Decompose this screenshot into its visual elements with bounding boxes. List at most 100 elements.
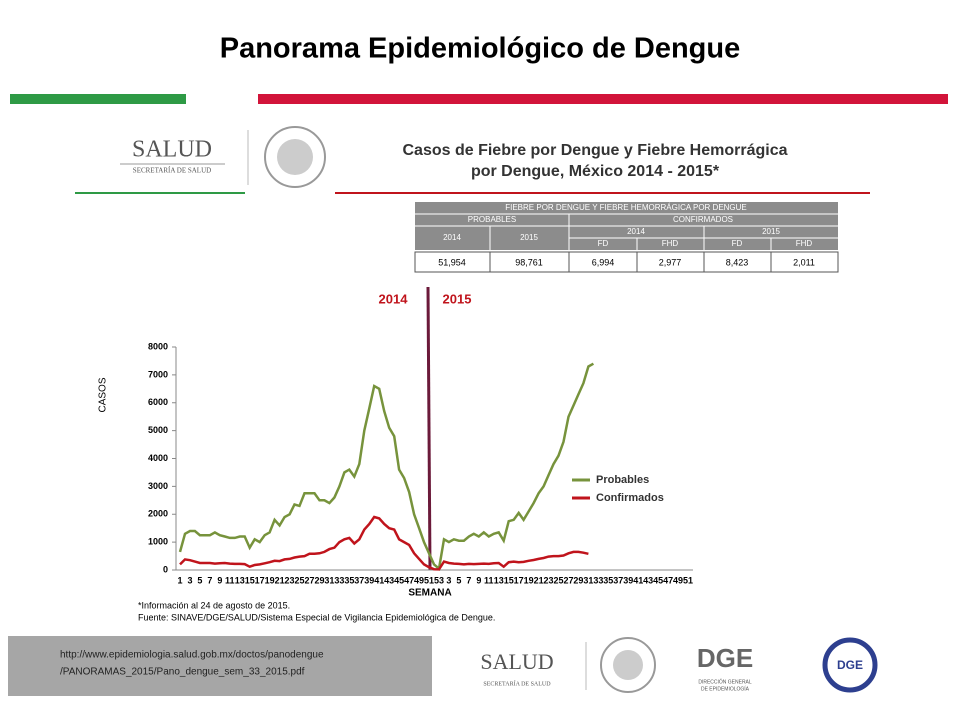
x-tick-label: 47: [404, 575, 414, 585]
footer-logo-salud: SALUD: [480, 649, 553, 674]
footer-logo-salud-sub: SECRETARÍA DE SALUD: [483, 679, 551, 687]
table-cell: 98,761: [515, 257, 543, 267]
x-tick-label: 11: [225, 575, 235, 585]
x-tick-label: 15: [504, 575, 514, 585]
footer-logo-dge: DGE: [697, 643, 753, 673]
table-cell: 6,994: [592, 257, 615, 267]
table-cell: 2,011: [793, 257, 815, 267]
x-tick-label: 21: [275, 575, 285, 585]
y-tick-label: 8000: [148, 341, 168, 351]
x-tick-label: 43: [384, 575, 394, 585]
x-tick-label: 5: [197, 575, 202, 585]
x-tick-label: 35: [344, 575, 354, 585]
table-title: FIEBRE POR DENGUE Y FIEBRE HEMORRÁGICA P…: [505, 203, 747, 212]
footer-logo-circle: [822, 637, 878, 693]
x-tick-label: 15: [245, 575, 255, 585]
table-group: CONFIRMADOS: [673, 215, 733, 224]
x-tick-label: 33: [593, 575, 603, 585]
footer-logo-dge-sub: DE EPIDEMIOLOGÍA: [701, 685, 750, 692]
summary-table: FIEBRE POR DENGUE Y FIEBRE HEMORRÁGICA P…: [414, 202, 839, 273]
x-tick-label: 29: [314, 575, 324, 585]
y-tick-label: 1000: [148, 537, 168, 547]
x-tick-label: 45: [394, 575, 404, 585]
note: *Información al 24 de agosto de 2015.: [138, 600, 290, 610]
x-tick-label: 13: [494, 575, 504, 585]
y-tick-label: 6000: [148, 397, 168, 407]
x-tick-label: 33: [334, 575, 344, 585]
footer-seal: [600, 637, 656, 693]
logo-salud-sub: SECRETARÍA DE SALUD: [133, 167, 211, 175]
x-tick-label: 53: [434, 575, 444, 585]
chart-title: Casos de Fiebre por Dengue y Fiebre Hemo…: [402, 142, 787, 159]
x-tick-label: 3: [446, 575, 451, 585]
table-subcol: FD: [732, 239, 743, 248]
table-cell: 8,423: [726, 257, 749, 267]
x-tick-label: 45: [653, 575, 663, 585]
x-tick-label: 1: [177, 575, 182, 585]
x-tick-label: 27: [563, 575, 573, 585]
legend-label: Confirmados: [596, 492, 664, 504]
table-subcol: FD: [598, 239, 609, 248]
x-tick-label: 35: [603, 575, 613, 585]
x-tick-label: 19: [524, 575, 534, 585]
x-tick-label: 25: [295, 575, 305, 585]
footer-box: [8, 636, 432, 696]
x-tick-label: 7: [466, 575, 471, 585]
legend-label: Probables: [596, 474, 649, 486]
x-tick-label: 25: [554, 575, 564, 585]
annotation: 2015: [443, 291, 472, 306]
seal: [264, 126, 326, 188]
x-tick-label: 5: [456, 575, 461, 585]
x-tick-label: 9: [476, 575, 481, 585]
x-tick-label: 51: [424, 575, 434, 585]
x-tick-label: 37: [613, 575, 623, 585]
x-tick-label: 7: [207, 575, 212, 585]
x-axis-label: SEMANA: [408, 588, 451, 599]
y-tick-label: 4000: [148, 453, 168, 463]
table-year: 2015: [762, 227, 780, 236]
y-tick-label: 3000: [148, 481, 168, 491]
annotation: 2014: [379, 291, 409, 306]
x-tick-label: 17: [514, 575, 524, 585]
x-tick-label: 13: [235, 575, 245, 585]
table-group: PROBABLES: [468, 215, 516, 224]
x-tick-label: 39: [623, 575, 633, 585]
y-axis-label: CASOS: [98, 377, 109, 412]
table-year: 2014: [627, 227, 645, 236]
green-bar: [10, 94, 186, 104]
x-tick-label: 43: [643, 575, 653, 585]
x-tick-label: 41: [374, 575, 384, 585]
footer-url: /PANORAMAS_2015/Pano_dengue_sem_33_2015.…: [60, 667, 305, 678]
logo-salud: SALUD: [132, 137, 212, 163]
x-tick-label: 29: [573, 575, 583, 585]
slide-title: Panorama Epidemiológico de Dengue: [220, 33, 741, 65]
x-tick-label: 31: [583, 575, 593, 585]
x-tick-label: 17: [255, 575, 265, 585]
x-tick-label: 19: [265, 575, 275, 585]
x-tick-label: 9: [217, 575, 222, 585]
series-line: [179, 515, 589, 571]
y-tick-label: 0: [163, 564, 168, 574]
x-tick-label: 39: [364, 575, 374, 585]
footer-seal-center: [613, 650, 643, 680]
chart-title: por Dengue, México 2014 - 2015*: [471, 163, 720, 180]
table-year: 2014: [443, 233, 461, 242]
x-tick-label: 11: [484, 575, 494, 585]
x-tick-label: 27: [304, 575, 314, 585]
x-tick-label: 49: [414, 575, 424, 585]
series-line: [178, 362, 595, 571]
red-bar: [258, 94, 948, 104]
x-tick-label: 23: [544, 575, 554, 585]
y-tick-label: 2000: [148, 509, 168, 519]
x-tick-label: 31: [324, 575, 334, 585]
table-row: [414, 251, 839, 273]
table-cell: 2,977: [659, 257, 682, 267]
x-tick-label: 41: [633, 575, 643, 585]
footer-logo-dge-small: DGE: [837, 658, 863, 672]
x-tick-label: 21: [534, 575, 544, 585]
x-tick-label: 51: [683, 575, 693, 585]
y-tick-label: 7000: [148, 369, 168, 379]
